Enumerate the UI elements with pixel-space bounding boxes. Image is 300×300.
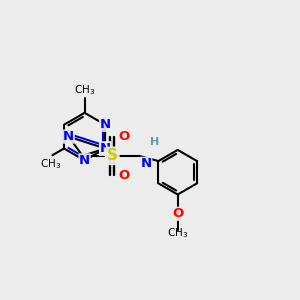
Text: O: O bbox=[119, 169, 130, 182]
Text: N: N bbox=[140, 157, 152, 170]
Text: O: O bbox=[119, 130, 130, 143]
Text: O: O bbox=[172, 207, 183, 220]
Text: N: N bbox=[100, 142, 111, 155]
Text: N: N bbox=[63, 130, 74, 143]
Text: N: N bbox=[79, 154, 90, 167]
Text: CH$_3$: CH$_3$ bbox=[167, 226, 188, 240]
Text: N: N bbox=[100, 142, 111, 155]
Text: H: H bbox=[150, 137, 160, 147]
Text: S: S bbox=[107, 148, 118, 164]
Text: N: N bbox=[100, 118, 111, 131]
Text: CH$_3$: CH$_3$ bbox=[74, 83, 95, 97]
Text: CH$_3$: CH$_3$ bbox=[40, 158, 62, 171]
